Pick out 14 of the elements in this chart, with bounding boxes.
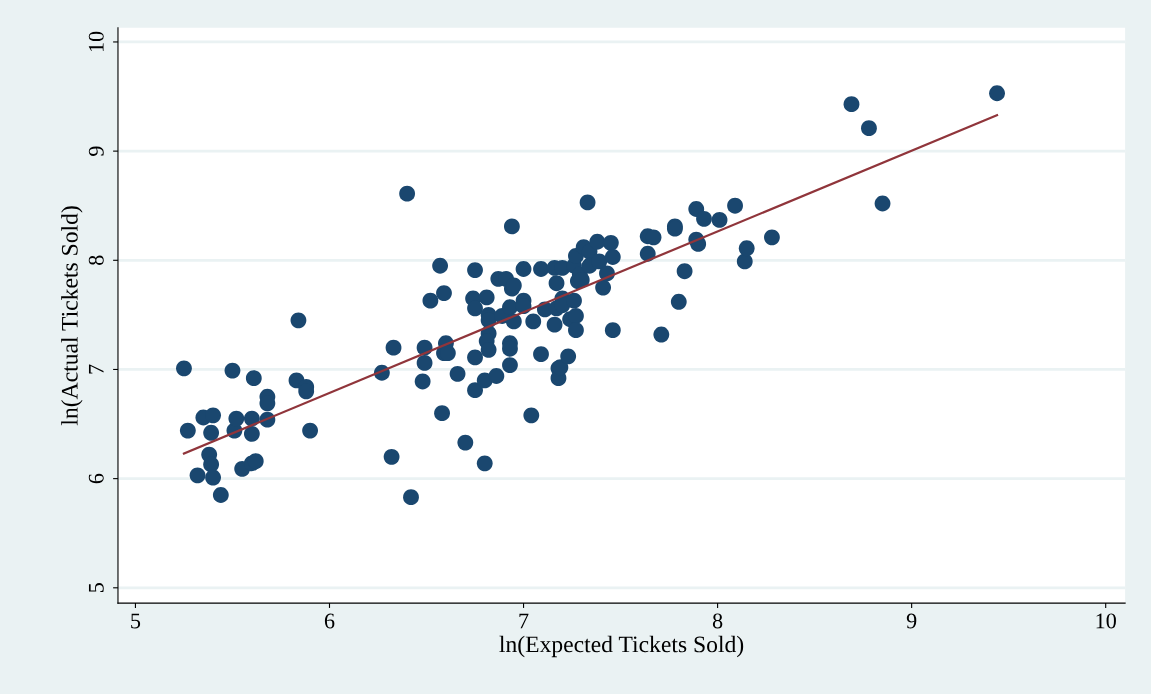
y-tick-label: 10 [88,31,104,52]
x-axis-title: ln(Expected Tickets Sold) [499,635,744,658]
x-tick-label: 10 [1096,613,1116,629]
y-tick-label: 7 [88,364,104,374]
x-tick-label: 7 [519,613,529,629]
y-tick-label: 9 [88,146,104,156]
y-tick-label: 6 [88,473,104,484]
y-tick-label: 8 [88,255,104,265]
x-tick-label: 8 [712,613,723,629]
y-tick-label: 5 [88,583,104,593]
y-axis-title: ln(Actual Tickets Sold) [61,206,83,426]
x-tick-label: 5 [131,613,141,629]
x-tick-label: 6 [324,613,335,629]
x-tick-label: 9 [906,613,917,629]
